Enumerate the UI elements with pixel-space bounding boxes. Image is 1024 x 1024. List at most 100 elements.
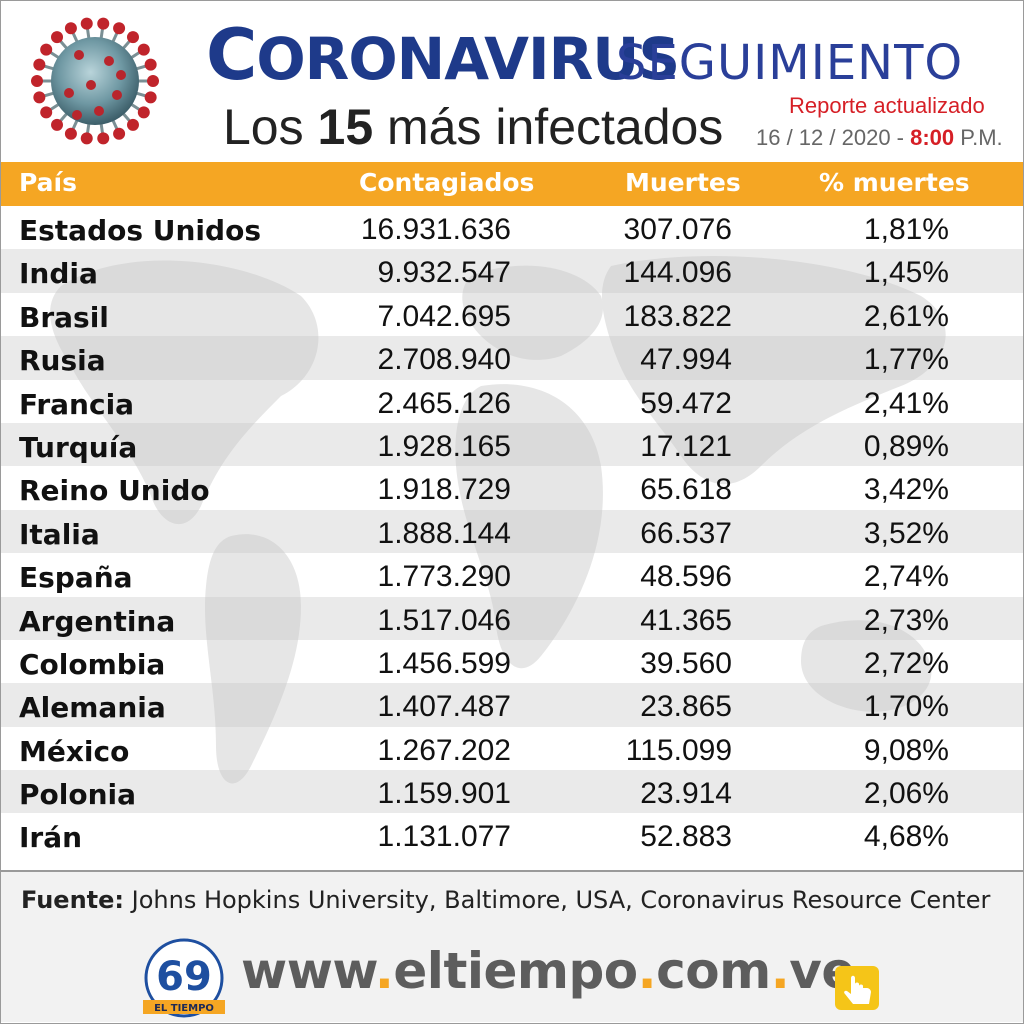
website-url[interactable]: www.eltiempo.com.ve [241,942,855,1000]
country-cell: Brasil [19,300,109,334]
table-row: Brasil 7.042.695 183.822 2,61% [1,293,1023,336]
death-rate-cell: 1,81% [863,213,949,246]
cases-cell: 16.931.636 [360,213,511,246]
table-row: Alemania 1.407.487 23.865 1,70% [1,683,1023,728]
cases-cell: 1.773.290 [377,560,511,594]
country-cell: Estados Unidos [19,214,261,247]
cases-cell: 1.517.046 [377,603,511,637]
table-row: Argentina 1.517.046 41.365 2,73% [1,596,1023,641]
country-cell: Francia [19,387,135,421]
header: CORONAVIRUS SEGUIMIENTO Los 15 más infec… [1,1,1023,161]
deaths-cell: 115.099 [625,733,732,767]
subtitle-prefix: Los [223,99,318,155]
virus-icon [31,17,159,145]
death-rate-cell: 2,61% [863,299,949,333]
deaths-cell: 48.596 [640,560,732,594]
column-header-deaths: Muertes [625,168,741,197]
country-cell: Turquía [19,430,138,464]
title-rest: ORONAVIRUS [256,25,680,93]
table-row: Italia 1.888.144 66.537 3,52% [1,509,1023,554]
url-dot: . [770,942,790,1000]
country-cell: Reino Unido [19,474,210,508]
death-rate-cell: 3,52% [863,516,949,550]
world-map-watermark [50,256,946,784]
table-row: Colombia 1.456.599 39.560 2,72% [1,640,1023,683]
table-row: Reino Unido 1.918.729 65.618 3,42% [1,466,1023,509]
death-rate-cell: 2,06% [863,777,949,811]
title-secondary: SEGUIMIENTO [616,35,964,91]
hand-pointer-icon [835,966,879,1010]
country-cell: India [19,257,98,291]
death-rate-cell: 3,42% [863,473,949,507]
table-header: País Contagiados Muertes % muertes [1,162,1023,206]
cases-cell: 1.267.202 [377,733,511,767]
logo-number: 69 [156,954,212,1000]
country-cell: Irán [19,821,83,855]
subtitle-suffix: más infectados [373,99,724,155]
table-row: Francia 2.465.126 59.472 2,41% [1,380,1023,423]
cases-cell: 1.131.077 [377,820,511,854]
country-cell: Polonia [19,778,137,812]
cases-cell: 1.407.487 [377,690,511,724]
deaths-cell: 23.865 [640,690,732,724]
table-row: Polonia 1.159.901 23.914 2,06% [1,770,1023,814]
page-title: CORONAVIRUS [206,19,680,95]
deaths-cell: 66.537 [640,516,732,550]
table-row: India 9.932.547 144.096 1,45% [1,249,1023,294]
death-rate-cell: 1,70% [863,690,949,724]
table-row: Irán 1.131.077 52.883 4,68% [1,813,1023,856]
country-cell: México [19,734,130,768]
title-initial: C [206,14,257,96]
death-rate-cell: 1,45% [863,256,949,290]
deaths-cell: 59.472 [640,386,732,420]
data-table: País Contagiados Muertes % muertes Estad… [1,162,1023,868]
deaths-cell: 47.994 [640,343,732,377]
deaths-cell: 52.883 [640,820,732,854]
column-header-country: País [19,168,77,197]
cases-cell: 2.465.126 [377,386,511,420]
source-text: Johns Hopkins University, Baltimore, USA… [124,886,991,914]
newspaper-logo-icon: 69 EL TIEMPO [143,938,225,1018]
deaths-cell: 183.822 [623,299,732,333]
report-time: 8:00 [910,125,955,150]
subtitle-number: 15 [317,99,374,155]
death-rate-cell: 0,89% [863,429,949,463]
country-cell: Colombia [19,647,166,681]
source-credit: Fuente: Johns Hopkins University, Baltim… [21,886,990,914]
death-rate-cell: 2,41% [863,386,949,420]
cases-cell: 1.456.599 [377,646,511,680]
footer: 69 EL TIEMPO www.eltiempo.com.ve [1,932,1023,1022]
cases-cell: 2.708.940 [377,343,511,377]
table-body: Estados Unidos 16.931.636 307.076 1,81% Indi… [1,206,1023,857]
death-rate-cell: 2,73% [863,603,949,637]
death-rate-cell: 2,72% [863,646,949,680]
report-timestamp: 16 / 12 / 2020 - 8:00 P.M. [756,125,1003,151]
country-cell: Italia [19,517,100,551]
url-part: www [241,942,375,1000]
country-cell: Rusia [19,344,106,378]
report-label: Reporte actualizado [789,93,985,118]
deaths-cell: 39.560 [640,646,732,680]
country-cell: España [19,561,133,595]
table-row: Estados Unidos 16.931.636 307.076 1,81% [1,206,1023,249]
report-ampm: P.M. [954,125,1003,150]
report-date: 16 / 12 / 2020 - [756,125,911,150]
deaths-cell: 41.365 [640,603,732,637]
table-row: España 1.773.290 48.596 2,74% [1,553,1023,596]
url-part: eltiempo [393,942,638,1000]
url-part: com [656,942,771,1000]
deaths-cell: 17.121 [640,429,732,463]
table-row: México 1.267.202 115.099 9,08% [1,727,1023,770]
death-rate-cell: 9,08% [863,733,949,767]
deaths-cell: 23.914 [640,777,732,811]
cases-cell: 9.932.547 [377,256,511,290]
death-rate-cell: 1,77% [863,343,949,377]
logo-name: EL TIEMPO [154,1003,214,1014]
deaths-cell: 65.618 [640,473,732,507]
deaths-cell: 307.076 [623,213,732,246]
cases-cell: 1.888.144 [377,516,511,550]
page-subtitle: Los 15 más infectados [223,97,723,157]
cases-cell: 1.159.901 [377,777,511,811]
source-label: Fuente: [21,886,124,914]
death-rate-cell: 2,74% [863,560,949,594]
